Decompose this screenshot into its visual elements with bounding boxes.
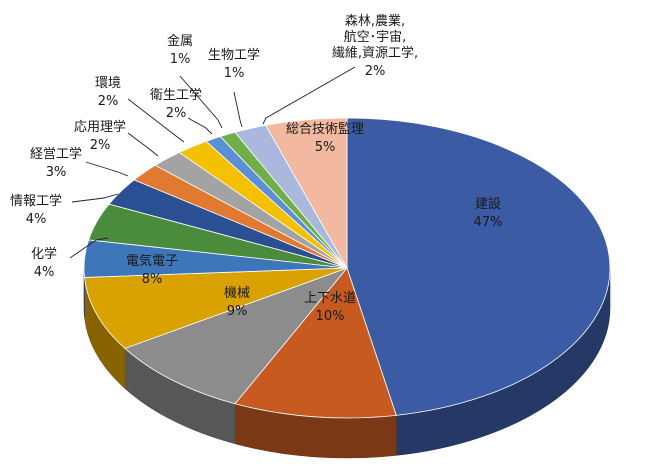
slice-label: 応用理学 2% — [74, 119, 126, 153]
slice-label: 機械 9% — [224, 286, 250, 319]
slice-label-line: 経営工学 — [30, 146, 82, 162]
slice-pct: 2% — [365, 64, 386, 79]
leader-line — [71, 193, 119, 203]
pie-tops — [83, 117, 611, 419]
slice-label: 建設 47% — [474, 196, 503, 230]
slice-pct: 2% — [166, 106, 187, 121]
leader-line — [262, 66, 356, 125]
slice-3 — [84, 267, 348, 349]
slice-label: 化学 4% — [31, 246, 57, 280]
slice-0 — [346, 117, 611, 416]
slice-label-line: 情報工学 — [10, 193, 62, 209]
slice-label-line: 上下水道 — [304, 291, 356, 306]
slice-label: 経営工学 3% — [30, 146, 82, 180]
slice-2 — [124, 267, 349, 405]
leader-line — [233, 91, 243, 128]
slice-label: 上下水道 10% — [304, 291, 356, 324]
slice-13 — [265, 117, 348, 270]
slice-labels: 建設 47% 上下水道 10% 機械 9% 電気電子 8% 化学 4% 情報工学 4% 経営工学 3% 応用… — [10, 13, 502, 324]
slice-pct: 1% — [224, 66, 245, 81]
slice-pct: 4% — [34, 265, 55, 280]
leader-line — [127, 98, 185, 143]
leader-line — [179, 75, 223, 129]
slice-label: 金属 1% — [167, 33, 193, 67]
slice-label: 森林,農業,航空･宇宙,繊維,資源工学, 2% — [332, 13, 418, 79]
slice-label-line: 衛生工学 — [150, 87, 202, 103]
leader-lines — [69, 66, 356, 259]
slice-pct: 2% — [98, 94, 119, 109]
slice-label-line: 金属 — [167, 33, 193, 49]
slice-label-line: 応用理学 — [74, 119, 126, 135]
slice-pct: 47% — [474, 215, 503, 230]
slice-label: 生物工学 1% — [208, 47, 260, 81]
leader-line — [69, 237, 109, 259]
slice-pct: 5% — [315, 140, 336, 155]
slice-label: 環境 2% — [95, 76, 121, 109]
slice-pct: 10% — [316, 309, 345, 324]
slice-1 — [234, 267, 397, 419]
slice-label-line: 航空･宇宙, — [344, 29, 407, 45]
slice-label: 電気電子 8% — [126, 253, 178, 287]
slice-pct: 9% — [227, 304, 248, 319]
leader-line — [187, 117, 213, 135]
slice-label-line: 化学 — [31, 246, 57, 262]
slice-pct: 3% — [46, 165, 67, 180]
slice-label: 衛生工学 2% — [150, 87, 202, 121]
pie-sides — [83, 267, 611, 459]
slice-pct: 4% — [26, 212, 47, 227]
slice-label-line: 森林,農業, — [345, 13, 405, 29]
slice-pct: 1% — [170, 52, 191, 67]
leader-line — [85, 161, 129, 177]
slice-label-line: 生物工学 — [208, 47, 260, 63]
slice-pct: 8% — [142, 272, 163, 287]
slice-label-line: 建設 — [475, 196, 501, 212]
slice-pct: 2% — [90, 138, 111, 153]
slice-label: 総合技術監理 5% — [286, 121, 364, 155]
leader-line — [127, 132, 159, 157]
slice-label-line: 繊維,資源工学, — [332, 45, 418, 61]
slice-label: 情報工学 4% — [10, 193, 62, 227]
slice-label-line: 環境 — [95, 76, 121, 91]
slice-label-line: 電気電子 — [126, 253, 178, 269]
slice-label-line: 機械 — [224, 286, 250, 301]
slice-label-line: 総合技術監理 — [286, 121, 364, 137]
